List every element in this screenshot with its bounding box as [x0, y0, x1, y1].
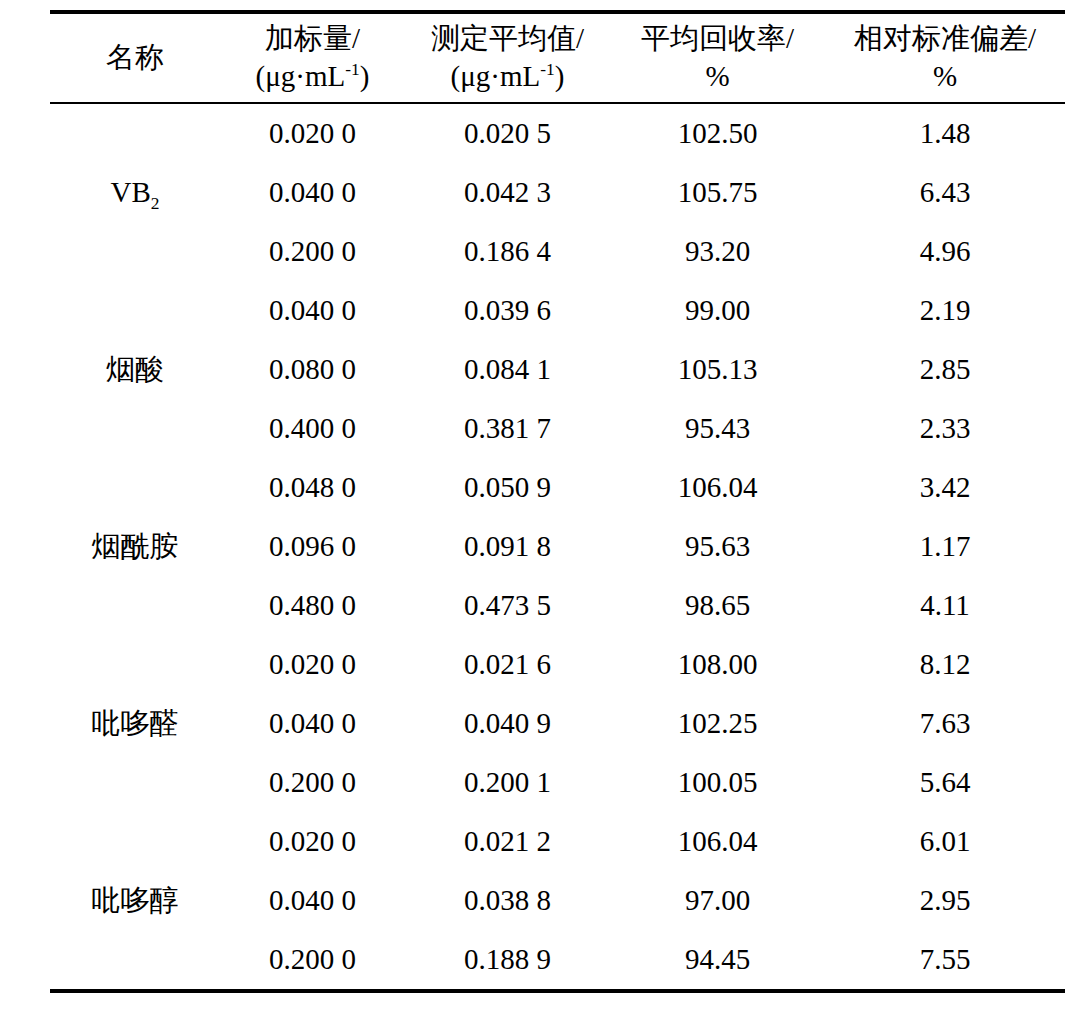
recovery-results-table: 名称 加标量/ (μg·mL-1) 测定平均值/ (μg·mL-1) 平均回收率…	[50, 10, 1065, 993]
cell-spiked-amount: 0.040 0	[220, 281, 405, 340]
compound-name-text: 烟酸	[106, 353, 164, 385]
cell-measured-mean: 0.188 9	[405, 930, 610, 991]
table-row: 烟酰胺0.048 00.050 9106.043.42	[50, 458, 1065, 517]
col-header-name: 名称	[50, 12, 220, 103]
compound-name-text: 烟酰胺	[92, 530, 179, 562]
cell-rsd: 2.95	[825, 871, 1065, 930]
col-header-spiked-title: 加标量/	[220, 20, 405, 58]
cell-rsd: 6.01	[825, 812, 1065, 871]
cell-measured-mean: 0.021 6	[405, 635, 610, 694]
cell-rsd: 1.48	[825, 103, 1065, 163]
cell-spiked-amount: 0.200 0	[220, 222, 405, 281]
col-header-recovery-unit: %	[610, 58, 825, 96]
cell-spiked-amount: 0.200 0	[220, 930, 405, 991]
cell-mean-recovery: 106.04	[610, 812, 825, 871]
cell-measured-mean: 0.473 5	[405, 576, 610, 635]
compound-name: 烟酰胺	[50, 458, 220, 635]
cell-rsd: 4.96	[825, 222, 1065, 281]
cell-measured-mean: 0.186 4	[405, 222, 610, 281]
col-header-mean-recovery: 平均回收率/ %	[610, 12, 825, 103]
cell-mean-recovery: 94.45	[610, 930, 825, 991]
unit-text: (μg·mL	[256, 60, 346, 92]
cell-measured-mean: 0.038 8	[405, 871, 610, 930]
col-header-measured-unit: (μg·mL-1)	[405, 58, 610, 96]
unit-text: )	[555, 60, 565, 92]
cell-spiked-amount: 0.480 0	[220, 576, 405, 635]
cell-measured-mean: 0.042 3	[405, 163, 610, 222]
compound-name: 烟酸	[50, 281, 220, 458]
cell-measured-mean: 0.200 1	[405, 753, 610, 812]
table-row: 吡哆醛0.020 00.021 6108.008.12	[50, 635, 1065, 694]
cell-spiked-amount: 0.200 0	[220, 753, 405, 812]
cell-measured-mean: 0.084 1	[405, 340, 610, 399]
cell-rsd: 6.43	[825, 163, 1065, 222]
cell-spiked-amount: 0.040 0	[220, 694, 405, 753]
cell-mean-recovery: 93.20	[610, 222, 825, 281]
table-row: 吡哆醇0.020 00.021 2106.046.01	[50, 812, 1065, 871]
cell-mean-recovery: 105.13	[610, 340, 825, 399]
cell-mean-recovery: 108.00	[610, 635, 825, 694]
cell-mean-recovery: 95.63	[610, 517, 825, 576]
unit-text: )	[360, 60, 370, 92]
cell-mean-recovery: 95.43	[610, 399, 825, 458]
col-header-rsd-title: 相对标准偏差/	[825, 20, 1065, 58]
cell-mean-recovery: 106.04	[610, 458, 825, 517]
unit-text: (μg·mL	[451, 60, 541, 92]
compound-name-text: VB	[111, 176, 151, 208]
cell-spiked-amount: 0.096 0	[220, 517, 405, 576]
cell-mean-recovery: 99.00	[610, 281, 825, 340]
compound-name-text: 吡哆醇	[92, 884, 179, 916]
compound-name: 吡哆醛	[50, 635, 220, 812]
cell-rsd: 2.19	[825, 281, 1065, 340]
cell-rsd: 7.63	[825, 694, 1065, 753]
compound-name-subscript: 2	[151, 193, 160, 213]
compound-name-text: 吡哆醛	[92, 707, 179, 739]
cell-spiked-amount: 0.040 0	[220, 871, 405, 930]
cell-spiked-amount: 0.040 0	[220, 163, 405, 222]
col-header-recovery-title: 平均回收率/	[610, 20, 825, 58]
unit-superscript: -1	[540, 59, 555, 79]
cell-mean-recovery: 97.00	[610, 871, 825, 930]
cell-rsd: 7.55	[825, 930, 1065, 991]
table-row: VB20.020 00.020 5102.501.48	[50, 103, 1065, 163]
cell-measured-mean: 0.040 9	[405, 694, 610, 753]
cell-spiked-amount: 0.020 0	[220, 812, 405, 871]
col-header-measured-title: 测定平均值/	[405, 20, 610, 58]
col-header-rsd-unit: %	[825, 58, 1065, 96]
cell-spiked-amount: 0.400 0	[220, 399, 405, 458]
col-header-measured-mean: 测定平均值/ (μg·mL-1)	[405, 12, 610, 103]
cell-mean-recovery: 98.65	[610, 576, 825, 635]
header-row: 名称 加标量/ (μg·mL-1) 测定平均值/ (μg·mL-1) 平均回收率…	[50, 12, 1065, 103]
cell-rsd: 2.33	[825, 399, 1065, 458]
cell-rsd: 8.12	[825, 635, 1065, 694]
cell-mean-recovery: 102.50	[610, 103, 825, 163]
cell-rsd: 1.17	[825, 517, 1065, 576]
cell-measured-mean: 0.091 8	[405, 517, 610, 576]
cell-rsd: 5.64	[825, 753, 1065, 812]
unit-superscript: -1	[345, 59, 360, 79]
col-header-rsd: 相对标准偏差/ %	[825, 12, 1065, 103]
cell-spiked-amount: 0.020 0	[220, 103, 405, 163]
compound-name: 吡哆醇	[50, 812, 220, 991]
cell-rsd: 4.11	[825, 576, 1065, 635]
cell-measured-mean: 0.039 6	[405, 281, 610, 340]
cell-measured-mean: 0.021 2	[405, 812, 610, 871]
cell-spiked-amount: 0.080 0	[220, 340, 405, 399]
cell-spiked-amount: 0.048 0	[220, 458, 405, 517]
col-header-spiked-unit: (μg·mL-1)	[220, 58, 405, 96]
cell-measured-mean: 0.050 9	[405, 458, 610, 517]
cell-mean-recovery: 105.75	[610, 163, 825, 222]
cell-spiked-amount: 0.020 0	[220, 635, 405, 694]
cell-measured-mean: 0.020 5	[405, 103, 610, 163]
cell-rsd: 2.85	[825, 340, 1065, 399]
col-header-spiked-amount: 加标量/ (μg·mL-1)	[220, 12, 405, 103]
compound-name: VB2	[50, 103, 220, 281]
table-row: 烟酸0.040 00.039 699.002.19	[50, 281, 1065, 340]
cell-mean-recovery: 100.05	[610, 753, 825, 812]
cell-measured-mean: 0.381 7	[405, 399, 610, 458]
col-header-name-label: 名称	[50, 39, 220, 77]
cell-rsd: 3.42	[825, 458, 1065, 517]
cell-mean-recovery: 102.25	[610, 694, 825, 753]
